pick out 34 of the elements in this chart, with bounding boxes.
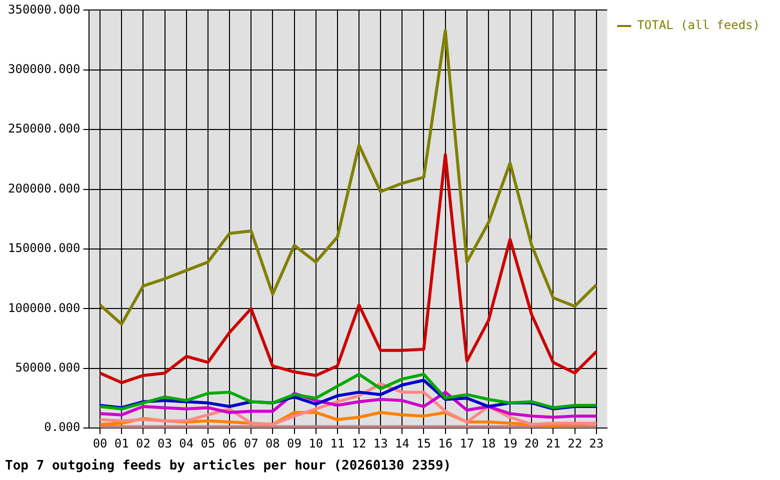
x-tick-label: 12 bbox=[352, 436, 366, 450]
x-tick-label: 17 bbox=[460, 436, 474, 450]
x-tick-label: 23 bbox=[589, 436, 604, 450]
y-tick-label: 250000.000 bbox=[8, 122, 80, 136]
x-tick-label: 18 bbox=[481, 436, 496, 450]
x-tick-label: 01 bbox=[114, 436, 129, 450]
y-tick-label: 200000.000 bbox=[8, 181, 80, 196]
x-tick-label: 16 bbox=[438, 436, 453, 450]
x-tick-label: 20 bbox=[524, 436, 539, 450]
x-tick-label: 09 bbox=[287, 436, 302, 450]
x-tick-label: 08 bbox=[265, 436, 280, 450]
y-tick-label: 150000.000 bbox=[8, 241, 80, 256]
x-tick-label: 05 bbox=[200, 436, 216, 450]
x-tick-label: 19 bbox=[502, 436, 518, 450]
text: Top 7 outgoing feeds by articles per hour (20260130 2359) bbox=[5, 458, 452, 474]
y-tick-label: 50000.000 bbox=[15, 360, 80, 374]
y-tick-label: 0.000 bbox=[44, 420, 80, 434]
x-tick-label: 15 bbox=[416, 436, 431, 450]
x-tick-label: 02 bbox=[136, 436, 150, 450]
x-tick-label: 07 bbox=[244, 436, 258, 450]
y-tick-label: 300000.000 bbox=[8, 62, 80, 76]
x-tick-label: 06 bbox=[222, 436, 237, 450]
x-tick-label: 00 bbox=[92, 436, 108, 450]
x-tick-label: 10 bbox=[308, 436, 324, 450]
x-tick-label: 03 bbox=[158, 436, 172, 450]
x-tick-label: 04 bbox=[179, 436, 194, 450]
y-tick-label: 350000.000 bbox=[8, 2, 80, 16]
x-tick-label: 22 bbox=[568, 436, 582, 450]
y-tick-label: 100000.000 bbox=[8, 300, 80, 315]
x-tick-label: 13 bbox=[373, 436, 388, 450]
x-tick-label: 14 bbox=[394, 436, 410, 450]
legend-label: TOTAL (all feeds) bbox=[637, 18, 760, 32]
x-tick-label: 11 bbox=[330, 436, 345, 450]
x-tick-label: 21 bbox=[546, 436, 560, 450]
